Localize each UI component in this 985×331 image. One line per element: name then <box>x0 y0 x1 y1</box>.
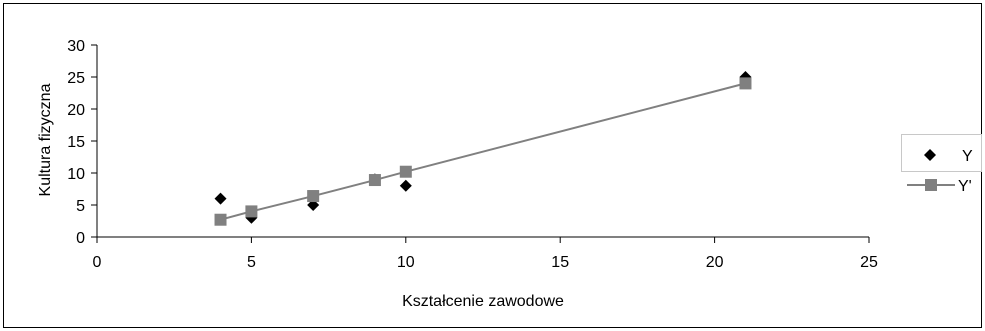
x-tick-label: 0 <box>93 254 102 271</box>
diamond-point <box>214 192 227 205</box>
x-tick-label: 5 <box>247 254 256 271</box>
square-point <box>368 174 381 187</box>
square-point <box>245 205 258 218</box>
series-y-prime <box>214 77 752 226</box>
y-axis-title: Kultura fizyczna <box>37 83 54 196</box>
x-tick-label: 10 <box>397 254 415 271</box>
x-axis-ticks: 0 5 10 15 20 25 <box>93 237 878 271</box>
y-tick-label: 0 <box>76 230 85 247</box>
x-tick-label: 15 <box>551 254 569 271</box>
legend-label-y-prime: Y' <box>958 178 972 195</box>
square-point <box>399 165 412 178</box>
y-tick-label: 25 <box>67 70 85 87</box>
y-tick-label: 20 <box>67 102 85 119</box>
legend: Y Y' <box>901 134 982 195</box>
chart-frame <box>3 3 982 328</box>
square-point <box>739 77 752 90</box>
y-tick-label: 5 <box>76 198 85 215</box>
x-tick-label: 20 <box>706 254 724 271</box>
y-tick-label: 30 <box>67 38 85 55</box>
square-point <box>214 213 227 226</box>
x-tick-label: 25 <box>860 254 878 271</box>
diamond-point <box>399 179 412 192</box>
series-layer <box>214 71 752 226</box>
legend-diamond-marker <box>924 149 936 161</box>
y-tick-label: 10 <box>67 166 85 183</box>
x-axis-title: Kształcenie zawodowe <box>402 293 564 310</box>
legend-label-y: Y <box>962 148 973 165</box>
legend-item-y: Y <box>924 148 973 165</box>
legend-item-y-prime: Y' <box>907 178 972 195</box>
square-point <box>307 190 320 203</box>
y-axis-ticks: 0 5 10 15 20 25 30 <box>67 38 97 247</box>
legend-box <box>901 134 982 172</box>
legend-square-marker <box>925 179 937 191</box>
y-tick-label: 15 <box>67 134 85 151</box>
